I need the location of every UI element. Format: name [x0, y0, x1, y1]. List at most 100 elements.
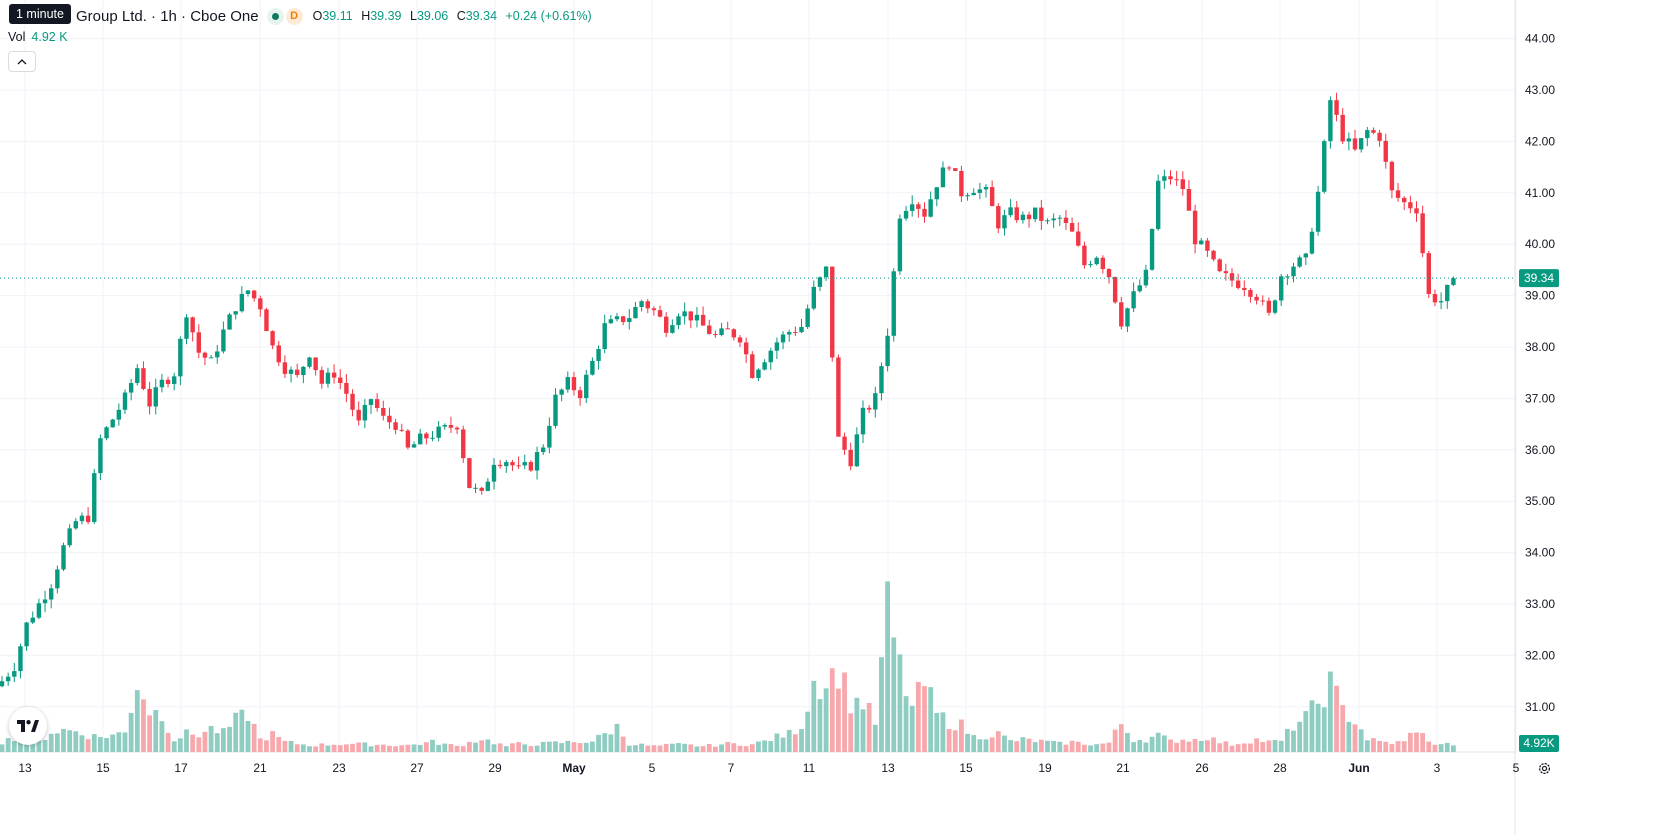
- candle-up: [1162, 176, 1167, 181]
- price-axis[interactable]: 44.00 43.00 42.00 41.00 40.00 39.00 38.00 37.00…: [1519, 32, 1559, 752]
- volume-bar: [534, 745, 540, 752]
- last-volume-tag: [1519, 735, 1559, 752]
- volume-bar: [1284, 728, 1290, 752]
- gear-icon[interactable]: [1535, 759, 1553, 777]
- volume-bar: [676, 743, 681, 752]
- candle-up: [559, 389, 564, 395]
- candle-up: [159, 379, 165, 388]
- candle-down: [989, 187, 995, 207]
- volume-bar: [30, 738, 36, 752]
- candle-down: [1352, 138, 1358, 150]
- candle-down: [202, 352, 208, 358]
- volume-bar: [423, 742, 429, 752]
- volume-bar: [1328, 671, 1333, 752]
- volume-bar: [934, 712, 940, 752]
- candle-down: [196, 332, 201, 353]
- candle-up: [301, 366, 306, 376]
- price-axis-label: 37.00: [1525, 391, 1555, 405]
- candle-down: [645, 301, 650, 309]
- candle-up: [1045, 220, 1050, 222]
- candle-up: [596, 349, 601, 362]
- candle-down: [571, 377, 577, 391]
- volume-bar: [491, 744, 497, 752]
- volume-bar: [1002, 735, 1007, 752]
- volume-bar: [1020, 737, 1026, 752]
- candle-down: [344, 382, 349, 394]
- candle-up: [67, 528, 72, 546]
- volume-bar: [159, 721, 165, 752]
- candle-up: [602, 323, 607, 350]
- candle-down: [1402, 197, 1407, 203]
- candle-up: [885, 335, 890, 367]
- candle-up: [614, 316, 620, 320]
- volume-bar: [645, 745, 651, 752]
- candle-up: [633, 306, 638, 319]
- volume-bar: [590, 741, 595, 752]
- volume-bar: [1260, 742, 1266, 752]
- candle-up: [116, 409, 122, 420]
- volume-bar: [965, 733, 970, 752]
- volume-bar: [98, 737, 103, 752]
- candle-up: [805, 308, 810, 327]
- volume-bar: [300, 744, 306, 752]
- candle-up: [1451, 278, 1456, 285]
- candle-down: [1119, 302, 1124, 327]
- candle-up: [1445, 284, 1450, 302]
- candle-up: [1438, 301, 1444, 303]
- volume-bar: [879, 657, 884, 752]
- candle-down: [946, 167, 952, 169]
- volume-bar: [171, 741, 177, 752]
- volume-bar: [1192, 738, 1198, 752]
- low-label: L: [409, 9, 417, 23]
- volume-bar: [264, 740, 269, 752]
- candle-up: [983, 187, 989, 190]
- candle-down: [953, 168, 958, 171]
- volume-bar: [1241, 743, 1247, 752]
- volume-bar: [1321, 707, 1327, 752]
- volume-bar: [134, 690, 140, 752]
- volume-bar: [1075, 741, 1081, 752]
- candle-up: [178, 338, 183, 377]
- volume-bar: [565, 740, 571, 752]
- candle-down: [707, 325, 712, 335]
- symbol-title[interactable]: Group Ltd. · 1h · Cboe One: [76, 7, 259, 25]
- candle-up: [940, 167, 946, 188]
- candle-up: [30, 617, 35, 623]
- volume-bar: [1149, 736, 1155, 752]
- tradingview-logo-icon[interactable]: [9, 707, 47, 745]
- candle-up: [541, 447, 546, 453]
- candle-up: [122, 392, 128, 410]
- volume-bar: [1118, 724, 1124, 752]
- collapse-legend-button[interactable]: [8, 51, 36, 72]
- candle-down: [1235, 280, 1241, 288]
- volume-bar: [380, 744, 386, 752]
- market-status-icon[interactable]: [266, 7, 284, 25]
- volume-bar: [190, 734, 196, 752]
- settings-gear: [1538, 762, 1550, 774]
- volume-bar: [977, 739, 983, 752]
- volume-bar: [214, 733, 220, 752]
- candle-down: [356, 409, 361, 421]
- time-axis[interactable]: 13 15 17 21 23 27 29 May 5 7 11 13 15 19 21 26 28 Jun 3 5: [18, 761, 1519, 775]
- volume-bar: [196, 737, 202, 752]
- volume-bar: [467, 741, 472, 752]
- candle-down: [700, 314, 706, 326]
- volume-bar: [897, 654, 903, 752]
- candle-up: [817, 277, 823, 287]
- candlesticks: [0, 92, 1456, 688]
- volume-bar: [0, 744, 5, 752]
- volume-bar: [860, 709, 866, 752]
- volume-bar: [36, 740, 42, 752]
- candle-up: [1051, 218, 1056, 221]
- candle-down: [313, 357, 318, 371]
- candle-down: [725, 328, 730, 330]
- delayed-data-badge[interactable]: D: [285, 7, 303, 25]
- candle-up: [221, 329, 226, 352]
- volume-bar: [799, 729, 804, 752]
- volume-bar: [995, 731, 1001, 752]
- volume-bar: [1389, 744, 1395, 752]
- candle-up: [1002, 215, 1007, 229]
- candle-down: [331, 372, 337, 378]
- close-label: C: [456, 9, 466, 23]
